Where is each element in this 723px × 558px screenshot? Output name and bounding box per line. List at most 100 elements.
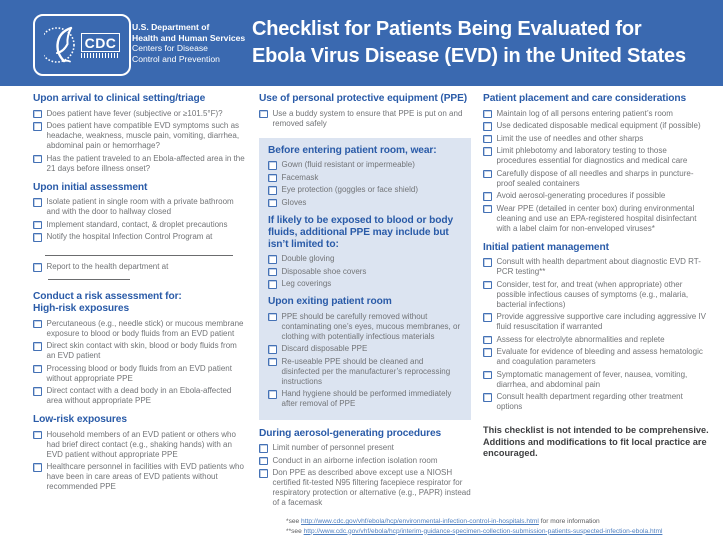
hhs-eagle-icon [43, 26, 75, 63]
checklist-item-text: Maintain log of all persons entering pat… [496, 108, 673, 118]
section-heading: During aerosol-generating procedures [259, 428, 471, 440]
section-heading-line: Use of personal protective equipment (PP… [259, 93, 468, 104]
checklist-item: Discard disposable PPE [268, 344, 462, 354]
section-heading-line: High-risk exposures [33, 303, 130, 314]
section-heading-line: Low-risk exposures [33, 414, 127, 425]
checklist-item-text: Report to the health department at [47, 262, 248, 283]
footnotes: *see http://www.cdc.gov/vhf/ebola/hcp/en… [286, 517, 662, 536]
checkbox-icon [33, 342, 42, 351]
checklist-item-text: Disposable shoe covers [281, 266, 367, 276]
checklist-item: Evaluate for evidence of bleeding and as… [483, 347, 709, 367]
checkbox-icon [268, 345, 277, 354]
checklist-item-text: Has the patient traveled to an Ebola-aff… [46, 153, 245, 173]
section-heading-line: Upon initial assessment [33, 181, 148, 193]
checklist-item: Implement standard, contact, & droplet p… [33, 220, 247, 230]
section-heading: Upon arrival to clinical setting/triage [33, 93, 247, 105]
checklist-item: Wear PPE (detailed in center box) during… [483, 204, 709, 234]
checkbox-icon [33, 233, 42, 242]
checkbox-icon [33, 263, 42, 272]
checkbox-icon [483, 393, 492, 402]
column-triage-assessment: Upon arrival to clinical setting/triage D… [33, 92, 247, 511]
checkbox-icon [483, 280, 492, 289]
cdc-wordmark: CDC [80, 32, 121, 58]
checklist-item-text: Leg coverings [281, 279, 332, 288]
section-heading-line: isn’t limited to: [268, 238, 339, 250]
section-heading: Patient placement and care consideration… [483, 93, 709, 105]
checklist-item: Consult with health department about dia… [483, 257, 709, 277]
checklist-item: Percutaneous (e.g., needle stick) or muc… [33, 319, 247, 339]
checkbox-icon [483, 169, 492, 178]
checklist-item-text: Consult health department regarding othe… [496, 392, 683, 411]
checklist-item-text: Isolate patient in single room with a pr… [46, 197, 234, 216]
checklist-item-text: PPE should be carefully removed without … [281, 311, 461, 341]
checkbox-icon [483, 204, 492, 213]
checklist-item-text: Direct skin contact with skin, blood or … [46, 341, 237, 360]
checklist-section: Before entering patient room, wear: Gown … [268, 145, 462, 208]
checklist-item-text: Does patient have compatible EVD symptom… [46, 121, 240, 150]
checklist-item-text: Symptomatic management of fever, nausea,… [496, 369, 688, 389]
checkbox-icon [268, 255, 277, 264]
checkbox-icon [483, 348, 492, 357]
checklist-item: Consider, test for, and treat (when appr… [483, 280, 709, 310]
checklist-item-text: Evaluate for evidence of bleeding and as… [496, 347, 703, 366]
fill-in-blank [47, 272, 130, 280]
checklist-section: Upon arrival to clinical setting/triage D… [33, 93, 247, 174]
checklist-section: If likely to be exposed to blood or body… [268, 215, 462, 290]
checklist-item-text: Carefully dispose of all needles and sha… [496, 168, 694, 188]
checklist-item: Provide aggressive supportive care inclu… [483, 312, 709, 332]
checklist-item-text: Wear PPE (detailed in center box) during… [496, 203, 697, 233]
checklist-item-text: Consider, test for, and treat (when appr… [496, 279, 689, 309]
checkbox-icon [268, 390, 277, 399]
checklist-item-text: Use a buddy system to ensure that PPE is… [272, 108, 463, 128]
checklist-item: Use a buddy system to ensure that PPE is… [259, 109, 471, 129]
checklist-item: Has the patient traveled to an Ebola-aff… [33, 154, 247, 174]
section-heading-line: Upon exiting patient room [268, 296, 392, 307]
checkbox-icon [483, 370, 492, 379]
checklist-item-text: Consult with health department about dia… [496, 257, 701, 276]
checklist-item-text: Facemask [281, 172, 319, 182]
checklist-item: Isolate patient in single room with a pr… [33, 197, 247, 217]
checkbox-icon [33, 430, 42, 439]
checklist-item-text: Healthcare personnel in facilities with … [46, 462, 244, 491]
checklist-item: Does patient have compatible EVD symptom… [33, 121, 247, 151]
checklist-item: Healthcare personnel in facilities with … [33, 462, 247, 492]
checkbox-icon [483, 313, 492, 322]
checklist-item-text: Double gloving [281, 254, 335, 263]
checklist-item: Notify the hospital Infection Control Pr… [33, 232, 247, 242]
footnote-1-prefix: *see [286, 518, 302, 525]
dept-line: Health and Human Services [132, 32, 246, 43]
checklist-item: Assess for electrolyte abnormalities and… [483, 335, 709, 345]
checklist-section: During aerosol-generating procedures Limi… [259, 428, 471, 509]
section-heading-line: Conduct a risk assessment for: [33, 291, 182, 302]
checkbox-icon [483, 335, 492, 344]
checkbox-icon [483, 122, 492, 131]
checklist-section: Upon exiting patient room PPE should be c… [268, 296, 462, 409]
section-heading-line: Upon arrival to clinical setting/triage [33, 93, 206, 104]
checkbox-icon [483, 147, 492, 156]
footnote-2-link[interactable]: http://www.cdc.gov/vhf/ebola/hcp/interim… [303, 527, 663, 535]
cdc-hatch-decoration [80, 52, 121, 58]
checkbox-icon [259, 469, 268, 478]
checklist-item-text: Direct contact with a dead body in an Eb… [46, 386, 232, 405]
checklist-item: PPE should be carefully removed without … [268, 312, 462, 342]
footnote-1-link[interactable]: http://www.cdc.gov/vhf/ebola/hcp/environ… [301, 518, 539, 525]
dept-line: U.S. Department of [132, 22, 210, 32]
checklist-item: Limit phlebotomy and laboratory testing … [483, 146, 709, 166]
checklist-item-text: Limit the use of needles and other sharp… [496, 133, 644, 143]
page-title: Checklist for Patients Being Evaluated f… [252, 16, 686, 69]
checklist-item-text: Provide aggressive supportive care inclu… [496, 312, 706, 331]
checklist-item-text: Implement standard, contact, & droplet p… [46, 219, 228, 229]
checkbox-icon [268, 198, 277, 207]
section-heading: Low-risk exposures [33, 414, 247, 426]
checkbox-icon [268, 357, 277, 366]
checklist-item-text: Conduct in an airborne infection isolati… [272, 455, 438, 465]
page-title-line1: Checklist for Patients Being Evaluated f… [252, 18, 642, 40]
checklist-section: Patient placement and care consideration… [483, 93, 709, 234]
checklist-item: Symptomatic management of fever, nausea,… [483, 370, 709, 390]
checklist-item-text: Limit phlebotomy and laboratory testing … [496, 146, 688, 165]
checklist-item: Eye protection (goggles or face shield) [268, 185, 462, 195]
checklist-item-text: Hand hygiene should be performed immedia… [281, 389, 452, 408]
checklist-item-text: Notify the hospital Infection Control Pr… [46, 232, 213, 241]
checklist-item: Limit the use of needles and other sharp… [483, 134, 709, 144]
